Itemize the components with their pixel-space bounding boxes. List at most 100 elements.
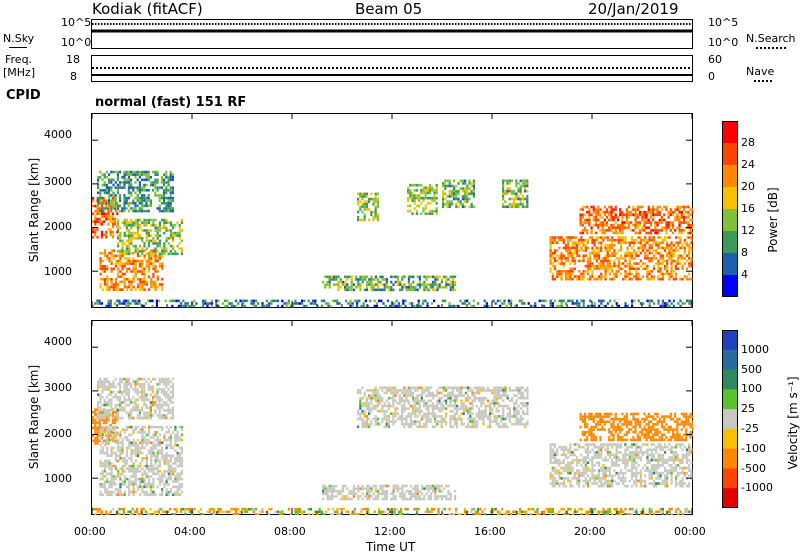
data-cell: [517, 195, 520, 198]
data-cell: [130, 288, 133, 291]
data-cell: [138, 414, 141, 417]
data-cell: [123, 377, 126, 381]
data-cell: [429, 189, 432, 192]
data-cell: [464, 205, 467, 209]
ground-scatter-cell: [387, 420, 390, 423]
ground-scatter-cell: [180, 472, 184, 476]
data-cell: [688, 249, 691, 252]
data-cell: [641, 218, 644, 222]
data-cell: [665, 231, 668, 235]
ground-scatter-cell: [363, 409, 366, 413]
data-cell: [92, 410, 95, 414]
data-cell: [158, 262, 162, 265]
data-cell: [176, 221, 179, 224]
data-cell: [147, 288, 151, 291]
data-cell: [639, 251, 642, 255]
data-cell: [380, 299, 383, 303]
data-cell: [130, 262, 133, 265]
freq-left-tick-bottom: 8: [70, 70, 77, 83]
data-cell: [600, 262, 603, 265]
ground-scatter-cell: [141, 475, 144, 478]
ground-scatter-cell: [180, 485, 184, 489]
ground-scatter-cell: [165, 469, 168, 473]
data-cell: [169, 196, 172, 200]
ground-scatter-cell: [376, 394, 379, 397]
data-cell: [597, 208, 600, 211]
data-cell: [468, 205, 471, 209]
ground-scatter-cell: [379, 487, 382, 490]
ground-scatter-cell: [352, 484, 355, 488]
ground-scatter-cell: [427, 484, 430, 488]
ground-scatter-cell: [121, 393, 124, 396]
ground-scatter-cell: [431, 415, 434, 418]
ground-scatter-cell: [171, 414, 174, 417]
data-cell: [328, 280, 331, 284]
data-cell: [606, 244, 609, 247]
data-cell: [138, 175, 141, 179]
ground-scatter-cell: [432, 487, 435, 490]
data-cell: [112, 194, 115, 197]
ground-scatter-cell: [425, 417, 428, 421]
data-cell: [677, 262, 680, 265]
ground-scatter-cell: [143, 472, 146, 476]
ground-scatter-cell: [138, 382, 141, 386]
ground-scatter-cell: [381, 407, 384, 410]
data-cell: [156, 242, 159, 245]
data-cell: [139, 223, 142, 227]
data-cell: [415, 189, 418, 192]
ground-scatter-cell: [178, 482, 181, 486]
data-cell: [543, 299, 546, 303]
data-cell: [117, 229, 120, 232]
data-cell: [669, 210, 672, 214]
data-cell: [690, 241, 693, 245]
ground-scatter-cell: [114, 436, 118, 439]
data-cell: [446, 202, 449, 206]
ground-scatter-cell: [121, 408, 124, 412]
ground-scatter-cell: [471, 394, 474, 397]
ground-scatter-cell: [480, 404, 483, 408]
data-cell: [123, 218, 126, 222]
data-cell: [601, 226, 604, 230]
data-cell: [128, 234, 131, 237]
data-cell: [411, 194, 414, 197]
data-cell: [158, 254, 162, 258]
data-cell: [649, 208, 653, 211]
ground-scatter-cell: [134, 449, 137, 452]
data-cell: [356, 302, 359, 305]
data-cell: [644, 246, 647, 250]
ground-scatter-cell: [460, 407, 463, 410]
data-cell: [593, 302, 596, 305]
ground-scatter-cell: [469, 425, 472, 429]
data-cell: [434, 278, 437, 281]
ground-scatter-cell: [169, 425, 173, 429]
data-cell: [413, 199, 416, 203]
ground-scatter-cell: [103, 480, 107, 483]
data-cell: [645, 231, 648, 235]
data-cell: [114, 196, 117, 200]
data-cell: [416, 283, 419, 286]
data-cell: [556, 249, 559, 252]
ground-scatter-cell: [414, 422, 417, 426]
ground-scatter-cell: [416, 420, 419, 423]
data-cell: [143, 280, 146, 284]
ground-scatter-cell: [425, 386, 428, 390]
data-cell: [614, 205, 617, 209]
ground-scatter-cell: [383, 415, 386, 418]
data-cell: [117, 272, 120, 276]
ground-scatter-cell: [171, 406, 174, 409]
data-cell: [141, 377, 144, 381]
data-cell: [621, 213, 624, 217]
data-cell: [154, 267, 157, 271]
ground-scatter-cell: [324, 484, 327, 488]
ground-scatter-cell: [147, 464, 151, 468]
ground-scatter-cell: [127, 398, 130, 402]
data-cell: [357, 210, 360, 214]
ground-scatter-cell: [180, 490, 184, 494]
data-cell: [663, 249, 667, 252]
data-cell: [687, 221, 690, 224]
ground-scatter-cell: [456, 394, 459, 397]
data-cell: [449, 275, 452, 279]
data-cell: [584, 244, 587, 247]
ground-scatter-cell: [176, 493, 179, 496]
data-cell: [593, 249, 596, 252]
